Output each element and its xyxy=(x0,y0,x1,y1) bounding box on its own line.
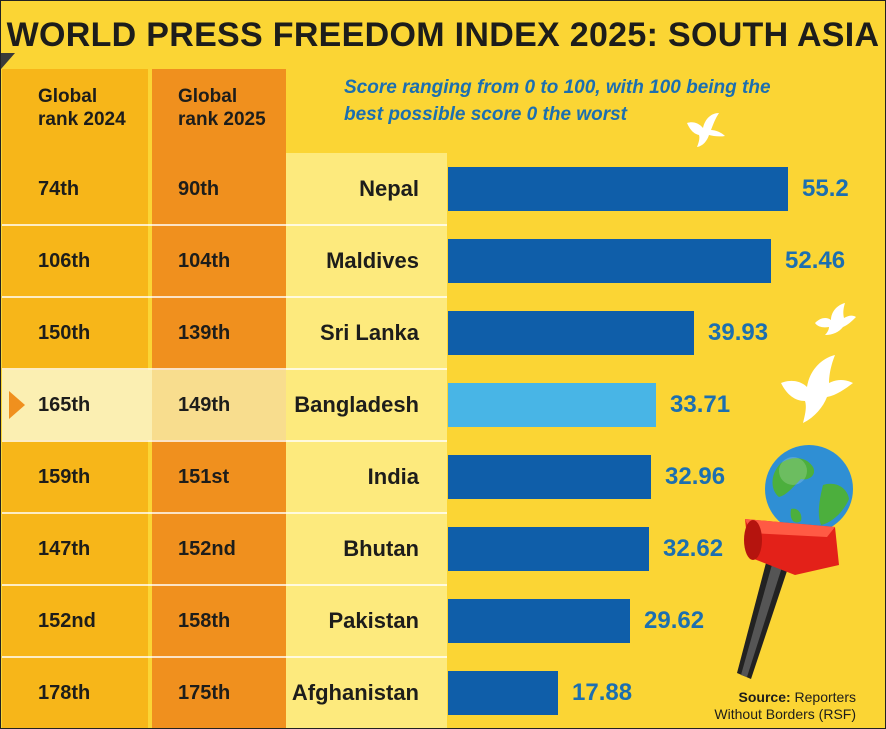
rank-2025-header-line1: Global xyxy=(178,86,238,107)
rank-2024-cell: 159th xyxy=(38,466,91,488)
country-label: Bhutan xyxy=(343,536,419,561)
rank-2024-cell: 106th xyxy=(38,250,91,272)
country-label: Maldives xyxy=(326,248,419,273)
rank-2025-header: Global rank 2025 xyxy=(178,85,266,131)
chart-subtitle: Score ranging from 0 to 100, with 100 be… xyxy=(344,74,824,128)
rank-2025-cell: 158th xyxy=(178,610,231,632)
country-label: India xyxy=(367,464,419,489)
country-label: Bangladesh xyxy=(294,392,419,417)
dove-icon xyxy=(781,355,853,423)
rank-2025-cell: 90th xyxy=(178,178,220,200)
row-separator xyxy=(2,512,447,514)
source-note: Source: Reporters Without Borders (RSF) xyxy=(691,689,856,723)
value-label: 39.93 xyxy=(708,319,769,346)
row-separator xyxy=(2,584,447,586)
rank-2025-cell: 151st xyxy=(178,466,230,488)
row-separator xyxy=(2,296,447,298)
rank-2024-header-line2: rank 2024 xyxy=(38,109,126,130)
rank-2025-cell: 175th xyxy=(178,682,231,704)
rank-2025-cell: 149th xyxy=(178,394,231,416)
bar-afghanistan xyxy=(448,671,558,715)
rank-2024-cell: 152nd xyxy=(38,610,96,632)
source-text-line2: Without Borders (RSF) xyxy=(714,706,856,722)
rank-2024-header: Global rank 2024 xyxy=(38,85,126,131)
bar-sri-lanka xyxy=(448,311,694,355)
globe-icon xyxy=(765,445,853,533)
microphone-icon xyxy=(737,519,839,679)
country-label: Nepal xyxy=(359,176,419,201)
rank-2024-header-line1: Global xyxy=(38,86,98,107)
rank-2024-cell: 150th xyxy=(38,322,91,344)
country-label: Afghanistan xyxy=(291,680,419,705)
rank-2024-cell: 74th xyxy=(38,178,80,200)
highlight-arrow-icon xyxy=(9,391,25,419)
dove-icon xyxy=(815,303,856,335)
rank-2025-cell: 104th xyxy=(178,250,231,272)
subtitle-line2: best possible score 0 the worst xyxy=(344,104,627,125)
bar-maldives xyxy=(448,239,771,283)
value-label: 33.71 xyxy=(670,391,731,418)
value-label: 32.62 xyxy=(663,535,724,562)
row-separator xyxy=(2,656,447,658)
value-label: 17.88 xyxy=(572,679,633,706)
source-text: Reporters xyxy=(790,689,856,705)
value-label: 52.46 xyxy=(785,247,846,274)
bar-india xyxy=(448,455,651,499)
row-separator xyxy=(2,224,447,226)
rank-2024-cell: 165th xyxy=(38,394,91,416)
value-label: 29.62 xyxy=(644,607,705,634)
bar-bangladesh xyxy=(448,383,656,427)
rank-2025-cell: 139th xyxy=(178,322,231,344)
country-label: Pakistan xyxy=(328,608,420,633)
bar-bhutan xyxy=(448,527,649,571)
chart-title: WORLD PRESS FREEDOM INDEX 2025: SOUTH AS… xyxy=(6,16,880,54)
rank-2025-header-line2: rank 2025 xyxy=(178,109,266,130)
bar-pakistan xyxy=(448,599,630,643)
row-separator xyxy=(2,368,447,370)
rank-2024-cell: 178th xyxy=(38,682,91,704)
dove-icon xyxy=(687,113,725,147)
country-label: Sri Lanka xyxy=(319,320,419,345)
value-label: 55.2 xyxy=(802,175,849,202)
rank-2024-cell: 147th xyxy=(38,538,91,560)
value-label: 32.96 xyxy=(665,463,726,490)
source-label: Source: xyxy=(738,689,791,705)
rank-2025-cell: 152nd xyxy=(178,538,236,560)
title-fold-shadow xyxy=(1,53,15,69)
bar-nepal xyxy=(448,167,788,211)
microphone-globe-illustration xyxy=(737,445,853,679)
subtitle-line1: Score ranging from 0 to 100, with 100 be… xyxy=(344,77,771,98)
row-separator xyxy=(2,440,447,442)
highlight-rank2025-background xyxy=(152,370,286,440)
